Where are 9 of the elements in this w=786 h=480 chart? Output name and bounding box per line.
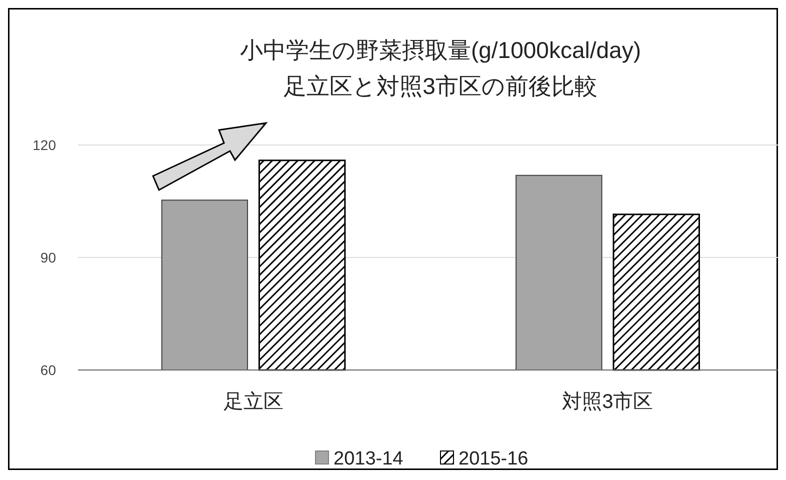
chart-title: 小中学生の野菜摂取量(g/1000kcal/day): [240, 37, 642, 63]
y-tick-label: 60: [40, 362, 56, 378]
y-tick-label: 120: [32, 136, 56, 153]
chart-subtitle: 足立区と対照3市区の前後比較: [284, 73, 598, 99]
y-tick-label: 90: [40, 249, 56, 266]
x-tick-label: 足立区: [223, 391, 284, 413]
x-tick-label: 対照3市区: [562, 391, 654, 413]
legend-label: 2015-16: [458, 448, 528, 470]
legend-label: 2013-14: [334, 448, 404, 470]
